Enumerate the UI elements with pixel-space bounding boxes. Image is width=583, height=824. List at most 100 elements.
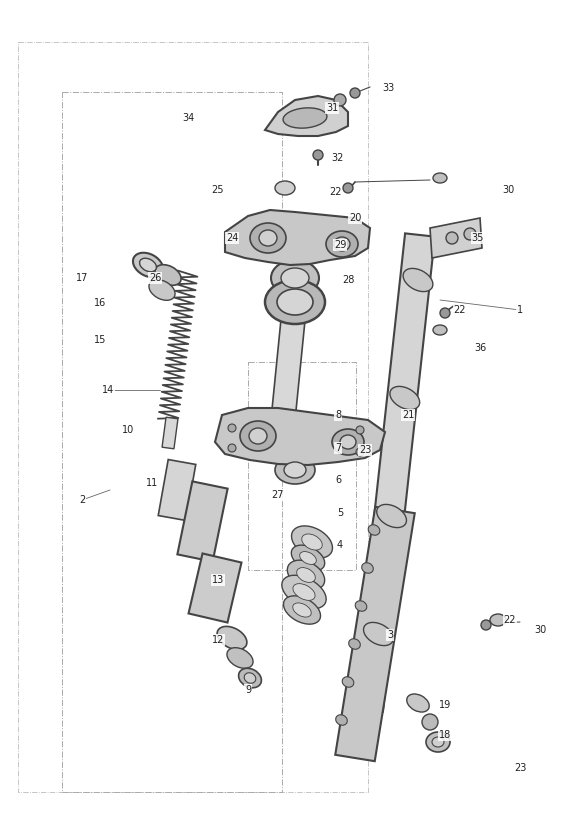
Ellipse shape [250, 223, 286, 253]
Text: 22: 22 [454, 305, 466, 315]
Text: 2: 2 [79, 495, 85, 505]
Text: 5: 5 [337, 508, 343, 518]
Text: 35: 35 [472, 233, 484, 243]
Ellipse shape [227, 648, 253, 668]
Polygon shape [188, 554, 241, 623]
Ellipse shape [403, 269, 433, 292]
Ellipse shape [343, 183, 353, 193]
Text: 31: 31 [326, 103, 338, 113]
Polygon shape [430, 218, 482, 258]
Ellipse shape [275, 181, 295, 195]
Ellipse shape [228, 424, 236, 432]
Ellipse shape [287, 560, 325, 590]
Ellipse shape [300, 551, 317, 564]
Text: 6: 6 [335, 475, 341, 485]
Ellipse shape [364, 622, 394, 645]
Ellipse shape [433, 325, 447, 335]
Ellipse shape [284, 462, 306, 478]
Text: 18: 18 [439, 730, 451, 740]
Ellipse shape [228, 444, 236, 452]
Text: 3: 3 [387, 630, 393, 640]
Ellipse shape [368, 525, 380, 536]
Ellipse shape [249, 428, 267, 444]
Ellipse shape [283, 108, 327, 129]
Ellipse shape [292, 545, 325, 571]
Ellipse shape [259, 230, 277, 246]
Ellipse shape [292, 526, 332, 558]
Ellipse shape [342, 677, 354, 687]
Text: 17: 17 [76, 273, 88, 283]
Text: 25: 25 [212, 185, 224, 195]
Ellipse shape [293, 603, 311, 617]
Text: 16: 16 [94, 298, 106, 308]
Ellipse shape [282, 575, 326, 609]
Ellipse shape [340, 435, 356, 449]
Ellipse shape [238, 668, 261, 688]
Ellipse shape [271, 260, 319, 296]
Ellipse shape [281, 268, 309, 288]
Ellipse shape [355, 601, 367, 611]
Text: 27: 27 [272, 490, 285, 500]
Text: 29: 29 [334, 240, 346, 250]
Ellipse shape [334, 237, 350, 251]
Text: 19: 19 [439, 700, 451, 710]
Ellipse shape [350, 88, 360, 98]
Ellipse shape [336, 714, 347, 725]
Text: 7: 7 [335, 443, 341, 453]
Ellipse shape [356, 448, 364, 456]
Text: 20: 20 [349, 213, 361, 223]
Polygon shape [158, 460, 196, 521]
Polygon shape [270, 319, 305, 431]
Ellipse shape [240, 421, 276, 451]
Text: 14: 14 [102, 385, 114, 395]
Text: 26: 26 [149, 273, 161, 283]
Text: 28: 28 [342, 275, 354, 285]
Ellipse shape [446, 232, 458, 244]
Polygon shape [162, 417, 178, 449]
Ellipse shape [149, 279, 175, 300]
Ellipse shape [275, 456, 315, 484]
Ellipse shape [432, 737, 444, 747]
Ellipse shape [283, 596, 321, 624]
Text: 9: 9 [245, 685, 251, 695]
Ellipse shape [407, 694, 429, 712]
Text: 4: 4 [337, 540, 343, 550]
Text: 21: 21 [402, 410, 414, 420]
Polygon shape [215, 408, 385, 465]
Text: 8: 8 [335, 410, 341, 420]
Polygon shape [225, 210, 370, 265]
Text: 30: 30 [534, 625, 546, 635]
Text: 33: 33 [382, 83, 394, 93]
Ellipse shape [332, 429, 364, 455]
Text: 10: 10 [122, 425, 134, 435]
Text: 34: 34 [182, 113, 194, 123]
Ellipse shape [426, 732, 450, 752]
Ellipse shape [302, 534, 322, 550]
Ellipse shape [244, 672, 256, 683]
Ellipse shape [433, 173, 447, 183]
Ellipse shape [139, 258, 156, 272]
Text: 23: 23 [514, 763, 526, 773]
Text: 23: 23 [359, 445, 371, 455]
Ellipse shape [349, 639, 360, 649]
Ellipse shape [133, 253, 163, 278]
Ellipse shape [490, 614, 506, 626]
Polygon shape [353, 233, 435, 712]
Ellipse shape [334, 94, 346, 106]
Text: 22: 22 [329, 187, 341, 197]
Ellipse shape [155, 265, 181, 285]
Text: 13: 13 [212, 575, 224, 585]
Text: 11: 11 [146, 478, 158, 488]
Text: 32: 32 [332, 153, 344, 163]
Ellipse shape [440, 308, 450, 318]
Text: 36: 36 [474, 343, 486, 353]
Text: 30: 30 [502, 185, 514, 195]
Ellipse shape [326, 231, 358, 257]
Ellipse shape [377, 504, 406, 527]
Text: 1: 1 [517, 305, 523, 315]
Polygon shape [335, 507, 415, 761]
Ellipse shape [217, 626, 247, 649]
Text: 24: 24 [226, 233, 238, 243]
Ellipse shape [277, 289, 313, 315]
Polygon shape [265, 96, 348, 136]
